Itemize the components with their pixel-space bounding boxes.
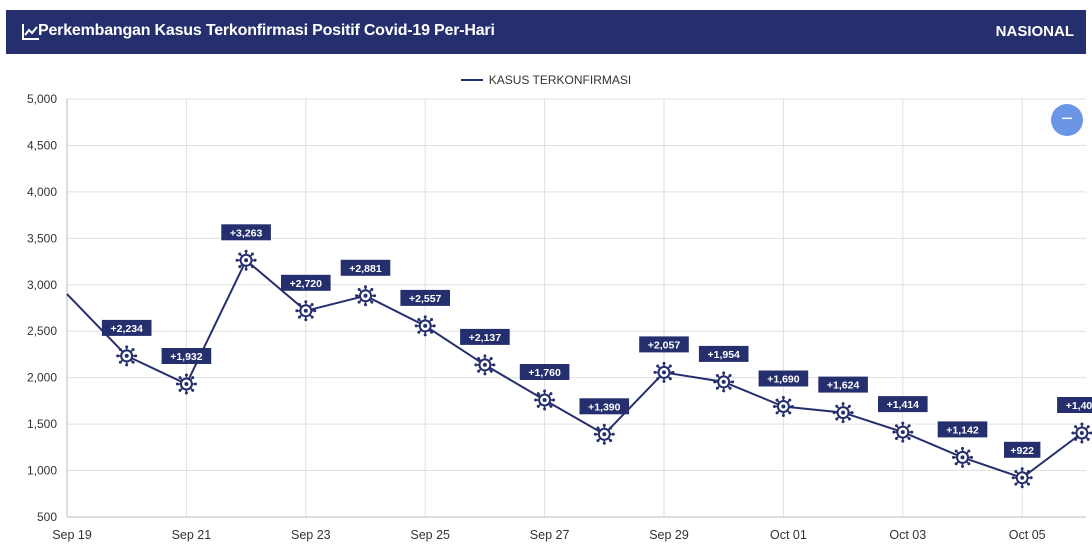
data-label: +2,557: [409, 293, 442, 305]
data-label-box: [639, 336, 689, 353]
zoom-out-button[interactable]: −: [1051, 104, 1083, 136]
x-tick-label: Sep 23: [291, 528, 331, 542]
data-label: +1,404: [1066, 400, 1092, 412]
virus-icon[interactable]: [235, 249, 257, 271]
data-label-box: [460, 328, 510, 345]
data-label: +922: [1010, 445, 1034, 457]
data-label-box: [579, 398, 630, 415]
x-tick-label: Oct 01: [770, 528, 807, 542]
data-label: +2,057: [648, 339, 681, 351]
series-line: [66, 258, 1083, 479]
y-tick-label: 1,500: [27, 417, 57, 431]
virus-icon[interactable]: [355, 285, 376, 307]
virus-icon[interactable]: [116, 345, 138, 367]
virus-icon[interactable]: [772, 396, 794, 417]
y-tick-label: 2,000: [27, 371, 57, 385]
data-label: +2,881: [349, 263, 382, 275]
data-label: +1,624: [827, 380, 860, 392]
data-label: +1,932: [170, 351, 203, 363]
virus-icon[interactable]: [1071, 422, 1092, 444]
virus-icon[interactable]: [713, 371, 735, 393]
data-label: +1,690: [767, 374, 800, 386]
virus-icon[interactable]: [952, 446, 973, 468]
data-label-box: [281, 274, 331, 291]
x-tick-label: Oct 05: [1009, 528, 1046, 542]
virus-icon[interactable]: [832, 402, 854, 424]
x-tick-label: Sep 25: [410, 528, 450, 542]
data-label: +2,137: [469, 332, 502, 344]
data-label-box: [698, 345, 749, 362]
x-tick-label: Sep 27: [530, 528, 570, 542]
data-label: +3,263: [230, 227, 263, 239]
line-chart-icon: [22, 24, 39, 40]
data-label-box: [221, 224, 271, 241]
y-tick-label: 3,000: [27, 278, 57, 292]
data-label: +2,720: [290, 278, 323, 290]
x-tick-label: Oct 03: [889, 528, 926, 542]
chart-legend[interactable]: KASUS TERKONFIRMASI: [0, 73, 1092, 87]
minus-icon: −: [1061, 108, 1073, 130]
virus-icon[interactable]: [295, 300, 317, 322]
data-label-box: [937, 421, 988, 438]
x-tick-label: Sep 29: [649, 528, 689, 542]
virus-icon[interactable]: [593, 423, 615, 445]
virus-icon[interactable]: [534, 389, 556, 411]
data-label: +1,142: [946, 424, 979, 436]
y-tick-label: 4,000: [27, 185, 57, 199]
y-tick-label: 3,500: [27, 231, 57, 245]
y-tick-label: 1,000: [27, 464, 57, 478]
data-label-box: [818, 376, 868, 393]
y-tick-label: 2,500: [27, 324, 57, 338]
data-label-box: [101, 319, 152, 336]
data-label: +1,760: [528, 367, 561, 379]
data-label-box: [400, 289, 450, 306]
data-label-box: [1004, 441, 1041, 458]
scope-label: NASIONAL: [995, 23, 1074, 40]
data-label-box: [758, 370, 809, 387]
data-label: +1,954: [707, 349, 740, 361]
x-tick-label: Sep 21: [172, 528, 212, 542]
chart-header: Perkembangan Kasus Terkonfirmasi Positif…: [6, 10, 1086, 54]
x-tick-label: Sep 19: [52, 528, 92, 542]
legend-swatch: [460, 78, 483, 81]
virus-icon[interactable]: [474, 354, 496, 376]
chart-title: Perkembangan Kasus Terkonfirmasi Positif…: [38, 22, 495, 39]
data-label-box: [161, 348, 212, 364]
data-label-box: [878, 396, 928, 413]
virus-icon[interactable]: [653, 361, 675, 383]
data-label: +2,234: [110, 323, 143, 335]
y-tick-label: 5,000: [27, 92, 57, 106]
virus-icon[interactable]: [414, 315, 436, 337]
data-label: +1,414: [887, 399, 920, 411]
data-label-box: [1057, 397, 1092, 413]
virus-icon[interactable]: [1011, 467, 1033, 489]
y-tick-label: 4,500: [27, 138, 57, 152]
data-label-box: [519, 364, 570, 380]
data-label-box: [340, 259, 391, 276]
virus-icon[interactable]: [175, 373, 197, 395]
legend-label: KASUS TERKONFIRMASI: [488, 73, 632, 87]
data-label: +1,390: [588, 401, 621, 413]
y-tick-label: 500: [37, 510, 57, 524]
virus-icon[interactable]: [892, 421, 914, 443]
